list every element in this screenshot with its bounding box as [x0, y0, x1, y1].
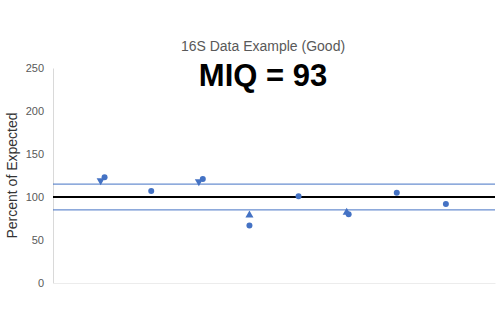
x-axis — [54, 283, 496, 284]
title: 16S Data Example (Good) — [181, 38, 345, 54]
x-axis-line — [54, 283, 496, 284]
y-tick-label: 0 — [38, 277, 44, 289]
series — [102, 174, 449, 228]
y-tick-label: 100 — [26, 191, 44, 203]
y-tick-label: 150 — [26, 148, 44, 160]
plot-area — [53, 174, 495, 228]
point — [394, 190, 400, 196]
point — [246, 222, 252, 228]
series — [245, 208, 350, 218]
point — [97, 178, 105, 185]
series — [97, 178, 203, 186]
y-tick-label: 250 — [26, 62, 44, 74]
y-axis: 0 50 100 150 200 250 — [26, 62, 54, 289]
y-tick: 200 — [26, 105, 53, 117]
y-tick-label: 200 — [26, 105, 44, 117]
y-tick: 0 — [38, 277, 53, 289]
point — [148, 188, 154, 194]
point — [195, 179, 203, 186]
y-axis-title: Percent of Expected — [4, 112, 20, 238]
y-tick-label: 50 — [32, 234, 44, 246]
point — [343, 208, 351, 215]
y-tick: 150 — [26, 148, 53, 160]
point — [443, 201, 449, 207]
y-tick: 250 — [26, 62, 53, 74]
reference-line — [53, 196, 495, 198]
subtitle: MIQ = 93 — [199, 58, 327, 93]
y-axis-line — [53, 69, 54, 284]
y-tick: 50 — [32, 234, 53, 246]
reference-line — [53, 209, 495, 210]
reference-line — [53, 184, 495, 185]
point — [296, 193, 302, 199]
y-tick: 100 — [26, 191, 53, 203]
point — [245, 210, 253, 217]
chart: 16S Data Example (Good) MIQ = 93 Percent o… — [0, 0, 500, 325]
